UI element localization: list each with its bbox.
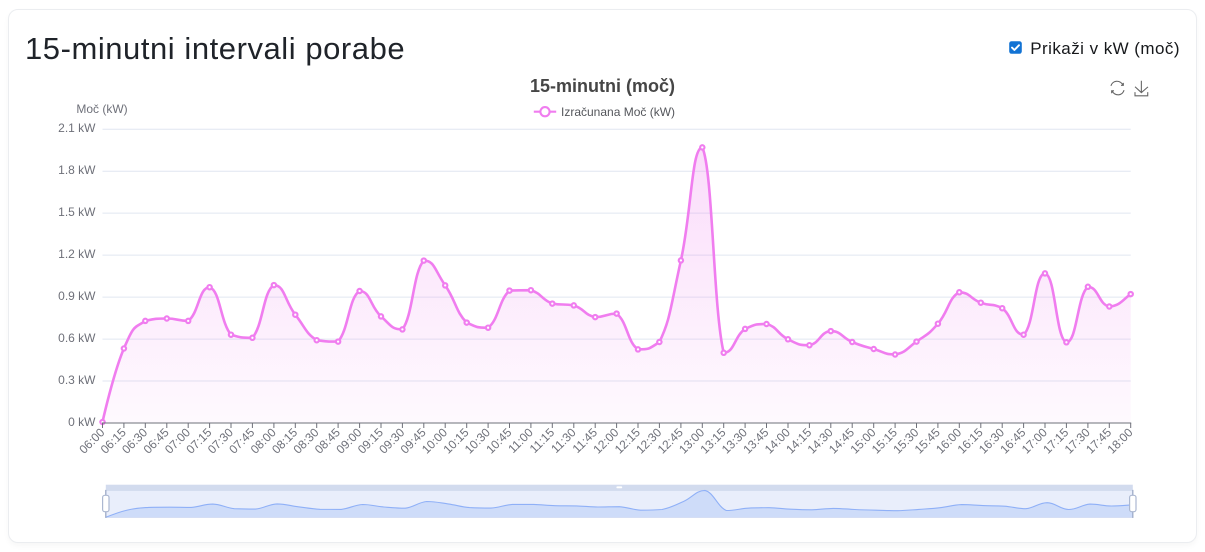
svg-text:0.6 kW: 0.6 kW: [58, 331, 96, 345]
svg-text:18:00: 18:00: [1104, 425, 1135, 456]
svg-text:1.8 kW: 1.8 kW: [58, 163, 96, 177]
svg-text:0 kW: 0 kW: [68, 415, 96, 429]
svg-text:0.9 kW: 0.9 kW: [58, 289, 96, 303]
svg-text:1.5 kW: 1.5 kW: [58, 205, 96, 219]
svg-text:15-minutni (moč): 15-minutni (moč): [530, 76, 675, 96]
svg-text:1.2 kW: 1.2 kW: [58, 247, 96, 261]
svg-text:Moč (kW): Moč (kW): [76, 102, 127, 116]
svg-text:0.3 kW: 0.3 kW: [58, 373, 96, 387]
svg-text:2.1 kW: 2.1 kW: [58, 121, 96, 135]
svg-text:Izračunana Moč (kW): Izračunana Moč (kW): [561, 105, 675, 119]
